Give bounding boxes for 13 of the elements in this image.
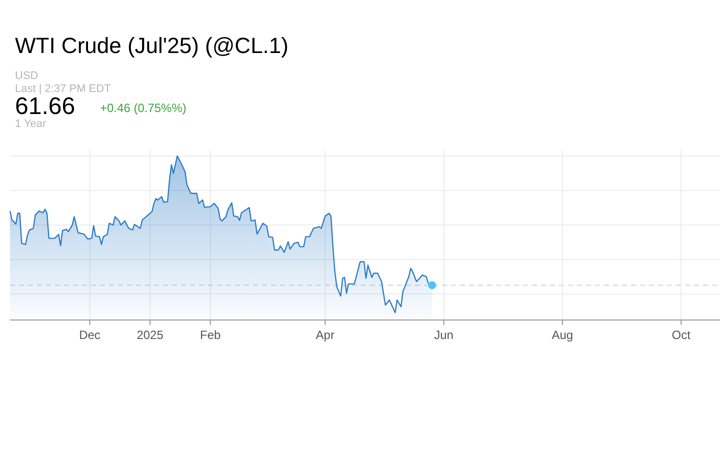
text: USD [15, 70, 38, 82]
text: +0.46 (0.75%%) [100, 101, 186, 115]
text: 1 Year [15, 118, 47, 130]
x-tick-label: Aug [552, 328, 574, 342]
x-tick-label: Feb [200, 328, 222, 342]
x-tick-label: Dec [79, 328, 100, 342]
x-tick-label: Apr [316, 328, 334, 342]
chart-title: WTI Crude (Jul'25) (@CL.1) [15, 33, 288, 58]
x-tick-label: Jun [434, 328, 454, 342]
x-tick-label: Oct [672, 328, 692, 342]
text: Last | 2:37 PM EDT [15, 83, 112, 95]
x-tick-label: 2025 [136, 328, 164, 342]
text: 61.66 [15, 93, 76, 120]
